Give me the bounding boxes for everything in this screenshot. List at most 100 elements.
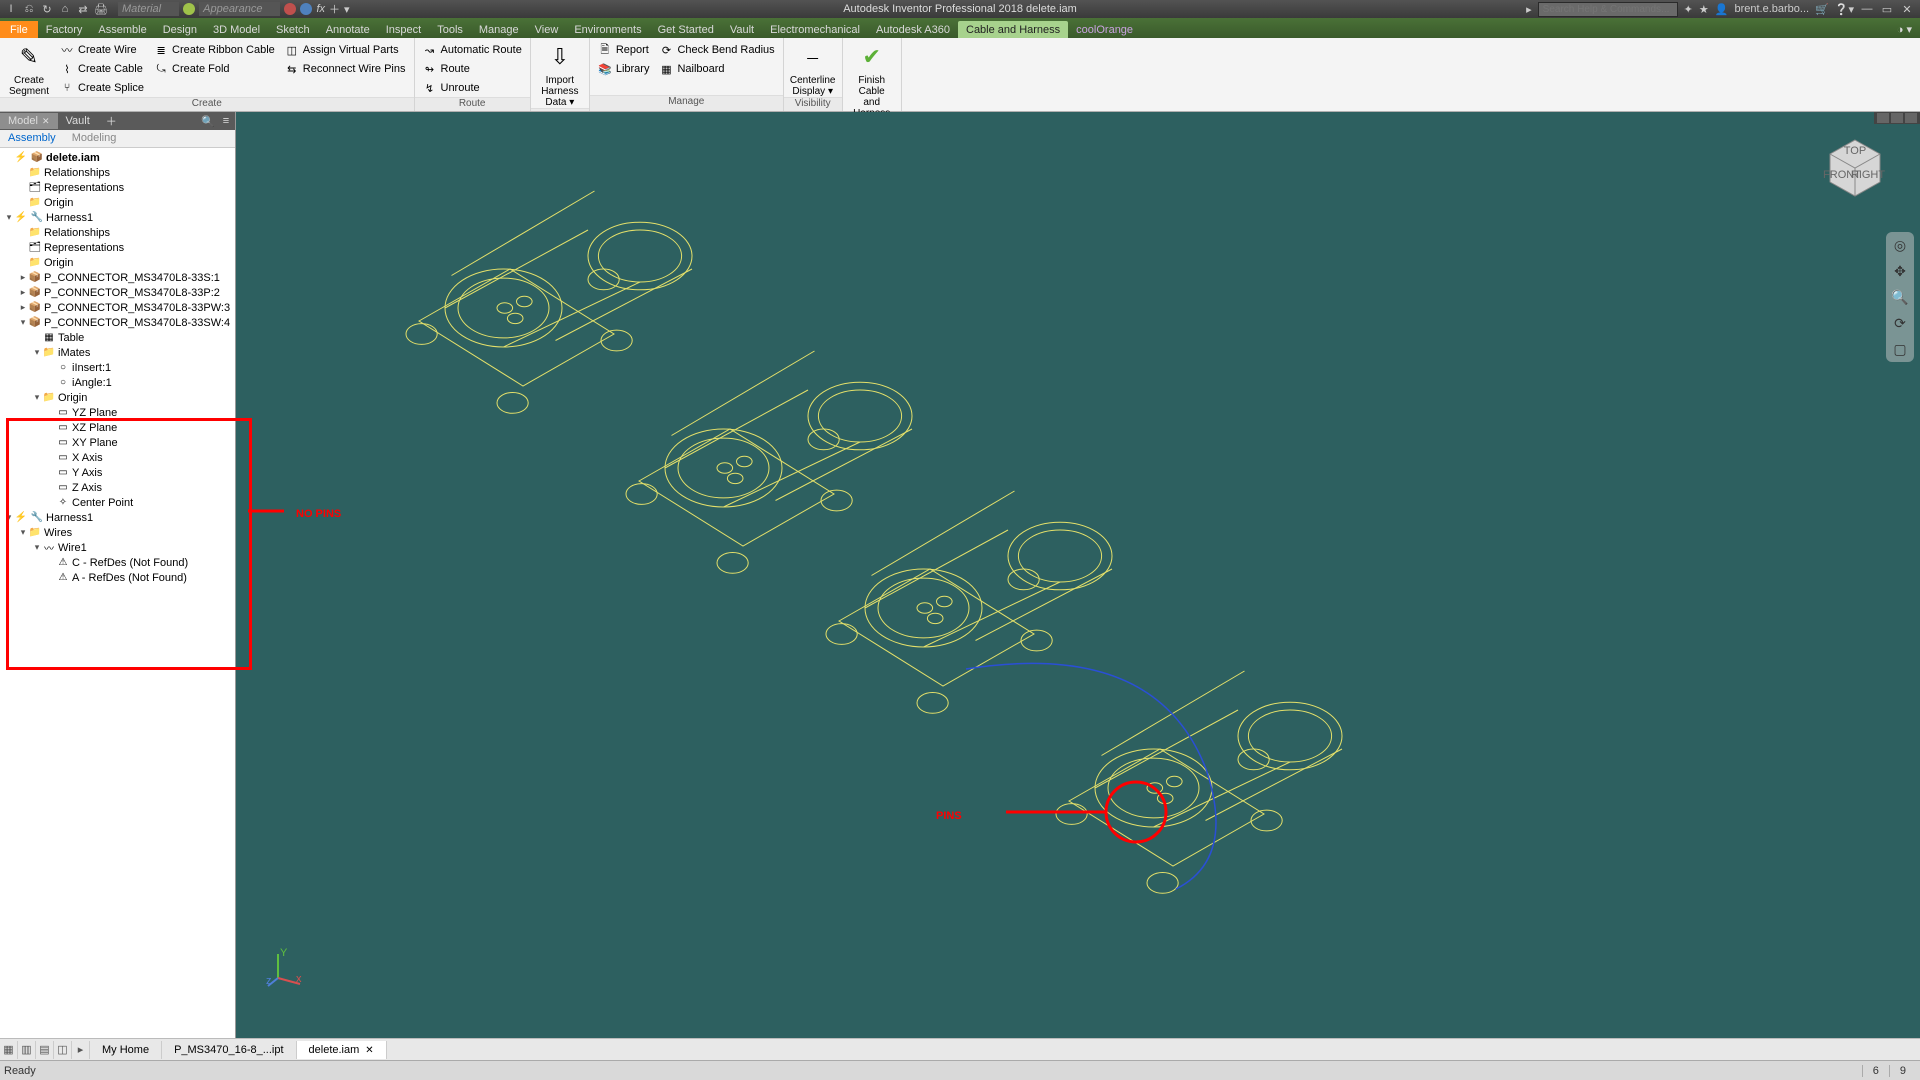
ribbon-btn[interactable]: ⤿Create Fold	[150, 60, 279, 78]
minimize-button[interactable]: —	[1860, 2, 1874, 16]
document-tab[interactable]: delete.iam✕	[297, 1041, 387, 1059]
ribbon-btn[interactable]: ✔Finish Cableand Harness	[847, 41, 897, 119]
tree-node[interactable]: 📁Origin	[0, 255, 235, 270]
ribbon-btn[interactable]: ✎CreateSegment	[4, 41, 54, 97]
wheel-icon[interactable]: ◎	[1891, 236, 1909, 254]
zoom-icon[interactable]: 🔍	[1891, 288, 1909, 306]
tree-node[interactable]: ▾📁iMates	[0, 345, 235, 360]
browser-subtab[interactable]: Modeling	[64, 130, 125, 147]
material-dropdown[interactable]: Material	[118, 2, 179, 16]
ribbon-btn[interactable]: ↯Unroute	[419, 79, 526, 97]
document-tab[interactable]: P_MS3470_16-8_...ipt	[162, 1041, 296, 1059]
close-button[interactable]: ✕	[1900, 2, 1914, 16]
tree-node[interactable]: ▸📦P_CONNECTOR_MS3470L8-33P:2	[0, 285, 235, 300]
viewport[interactable]: NO PINSPINS TOP FRONT RIGHT ◎ ✥ 🔍 ⟳ ▢ Y …	[236, 112, 1920, 1038]
browser-tab[interactable]: Model✕	[0, 113, 58, 129]
tree-node[interactable]: 📁Relationships	[0, 165, 235, 180]
tree-node[interactable]: ▭X Axis	[0, 450, 235, 465]
ribbon-tab-3d-model[interactable]: 3D Model	[205, 21, 268, 38]
ribbon-tab-inspect[interactable]: Inspect	[378, 21, 429, 38]
tree-node[interactable]: ▸📦P_CONNECTOR_MS3470L8-33S:1	[0, 270, 235, 285]
color-swatch-1[interactable]	[183, 3, 195, 15]
fx-button[interactable]: fx	[316, 3, 325, 15]
menu-icon[interactable]: ≡	[217, 115, 235, 127]
tree-node[interactable]: ▾📁Origin	[0, 390, 235, 405]
search-icon[interactable]: 🔍	[199, 115, 217, 128]
layout-tool[interactable]: ▦	[0, 1041, 18, 1059]
layout-tool[interactable]: ◫	[54, 1041, 72, 1059]
ribbon-btn[interactable]: ⌇Create Cable	[56, 60, 148, 78]
tree-node[interactable]: ▾⚡🔧Harness1	[0, 510, 235, 525]
qat-button[interactable]: ↻	[40, 2, 54, 16]
ribbon-appearance-toggle[interactable]: ◑ ▾	[1889, 20, 1920, 38]
color-swatch-3[interactable]	[300, 3, 312, 15]
vp-maximize[interactable]	[1891, 113, 1903, 123]
qat-button[interactable]: 🖨	[94, 2, 108, 16]
plus-button[interactable]: ＋	[329, 1, 340, 17]
tree-node[interactable]: ▾📦P_CONNECTOR_MS3470L8-33SW:4	[0, 315, 235, 330]
tree-node[interactable]: 📁Relationships	[0, 225, 235, 240]
ribbon-btn[interactable]: ↝Automatic Route	[419, 41, 526, 59]
ribbon-tab-factory[interactable]: Factory	[38, 21, 91, 38]
ribbon-btn[interactable]: ⎯CenterlineDisplay ▾	[788, 41, 838, 97]
layout-tool[interactable]: ▸	[72, 1041, 90, 1059]
ribbon-tab-file[interactable]: File	[0, 21, 38, 38]
ribbon-btn[interactable]: ≣Create Ribbon Cable	[150, 41, 279, 59]
ribbon-tab-design[interactable]: Design	[155, 21, 205, 38]
ribbon-tab-vault[interactable]: Vault	[722, 21, 762, 38]
ribbon-tab-sketch[interactable]: Sketch	[268, 21, 318, 38]
pan-icon[interactable]: ✥	[1891, 262, 1909, 280]
ribbon-btn[interactable]: 🗎Report	[594, 41, 654, 59]
tree-node[interactable]: ▾📁Wires	[0, 525, 235, 540]
help-icon[interactable]: ❔▾	[1835, 3, 1854, 16]
ribbon-btn[interactable]: 〰Create Wire	[56, 41, 148, 59]
ribbon-tab-cable-and-harness[interactable]: Cable and Harness	[958, 21, 1068, 38]
browser-tab-add[interactable]: ＋	[98, 111, 125, 131]
ribbon-btn[interactable]: ⇆Reconnect Wire Pins	[281, 60, 410, 78]
ribbon-btn[interactable]: ◫Assign Virtual Parts	[281, 41, 410, 59]
tree-node[interactable]: ▾〰Wire1	[0, 540, 235, 555]
tree-node[interactable]: ▾⚡🔧Harness1	[0, 210, 235, 225]
cart-icon[interactable]: 🛒	[1815, 3, 1829, 16]
layout-tool[interactable]: ▤	[36, 1041, 54, 1059]
tree-node[interactable]: ⚠A - RefDes (Not Found)	[0, 570, 235, 585]
vp-close[interactable]	[1905, 113, 1917, 123]
browser-tab[interactable]: Vault	[58, 113, 98, 129]
ribbon-btn[interactable]: ▦Nailboard	[655, 60, 778, 78]
tree-node[interactable]: ▭YZ Plane	[0, 405, 235, 420]
ribbon-tab-annotate[interactable]: Annotate	[318, 21, 378, 38]
ribbon-tab-coolorange[interactable]: coolOrange	[1068, 21, 1141, 38]
ribbon-btn[interactable]: ↬Route	[419, 60, 526, 78]
tree-node[interactable]: 📁Origin	[0, 195, 235, 210]
browser-subtab[interactable]: Assembly	[0, 130, 64, 147]
tree-node[interactable]: ▭Y Axis	[0, 465, 235, 480]
qat-button[interactable]: ⎌	[22, 2, 36, 16]
tree-node[interactable]: ⚡📦delete.iam	[0, 150, 235, 165]
tree-node[interactable]: ▦Table	[0, 330, 235, 345]
appearance-dropdown[interactable]: Appearance	[199, 2, 280, 16]
ribbon-btn[interactable]: 📚Library	[594, 60, 654, 78]
tree-node[interactable]: 🗂Representations	[0, 180, 235, 195]
ribbon-tab-tools[interactable]: Tools	[429, 21, 471, 38]
tree-node[interactable]: ○iAngle:1	[0, 375, 235, 390]
maximize-button[interactable]: ▭	[1880, 2, 1894, 16]
ribbon-tab-manage[interactable]: Manage	[471, 21, 527, 38]
tree-node[interactable]: 🗂Representations	[0, 240, 235, 255]
orbit-icon[interactable]: ⟳	[1891, 314, 1909, 332]
lookat-icon[interactable]: ▢	[1891, 340, 1909, 358]
ribbon-tab-get-started[interactable]: Get Started	[650, 21, 722, 38]
ribbon-btn[interactable]: ⑂Create Splice	[56, 79, 148, 97]
tree-node[interactable]: ▭XZ Plane	[0, 420, 235, 435]
star-icon[interactable]: ✦	[1684, 3, 1693, 16]
tree-node[interactable]: ✧Center Point	[0, 495, 235, 510]
ribbon-tab-view[interactable]: View	[527, 21, 567, 38]
tree-node[interactable]: ▭Z Axis	[0, 480, 235, 495]
document-tab[interactable]: My Home	[90, 1041, 162, 1059]
qat-button[interactable]: ⌂	[58, 2, 72, 16]
favorite-icon[interactable]: ★	[1699, 3, 1709, 16]
ribbon-btn[interactable]: ⇩ImportHarness Data ▾	[535, 41, 585, 108]
ribbon-tab-assemble[interactable]: Assemble	[90, 21, 154, 38]
help-search-input[interactable]	[1538, 2, 1678, 17]
ribbon-tab-environments[interactable]: Environments	[566, 21, 649, 38]
tree-node[interactable]: ⚠C - RefDes (Not Found)	[0, 555, 235, 570]
